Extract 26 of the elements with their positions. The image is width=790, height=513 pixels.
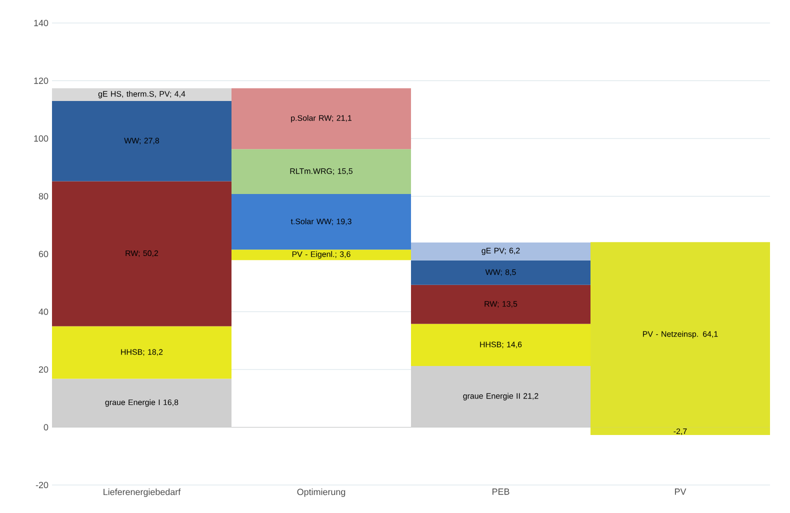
x-tick-label: PV xyxy=(675,488,686,495)
y-tick-label: 60 xyxy=(38,250,48,258)
x-tick-label: Optimierung xyxy=(297,488,346,497)
y-tick-label: 80 xyxy=(38,193,48,200)
bar xyxy=(232,149,412,194)
x-tick-label: PEB xyxy=(492,488,510,495)
bar xyxy=(52,378,232,428)
bar xyxy=(52,181,232,326)
bar xyxy=(52,100,232,182)
y-tick-label: 140 xyxy=(34,20,48,26)
y-tick-label: 120 xyxy=(34,78,48,84)
y-tick-label: 100 xyxy=(34,135,48,142)
y-tick-label: 20 xyxy=(38,366,48,373)
bar xyxy=(232,88,412,150)
bar xyxy=(52,88,232,101)
bar xyxy=(411,366,591,428)
y-tick-label: 40 xyxy=(38,308,48,315)
bar xyxy=(232,194,412,250)
bar xyxy=(52,326,232,379)
y-tick-label: -20 xyxy=(36,482,48,488)
y-tick-label: 0 xyxy=(44,424,48,430)
bar xyxy=(411,260,591,285)
bar xyxy=(411,284,591,324)
x-tick-label: Lieferenergiebedarf xyxy=(104,488,181,497)
bar xyxy=(411,324,591,366)
bar xyxy=(411,242,591,260)
